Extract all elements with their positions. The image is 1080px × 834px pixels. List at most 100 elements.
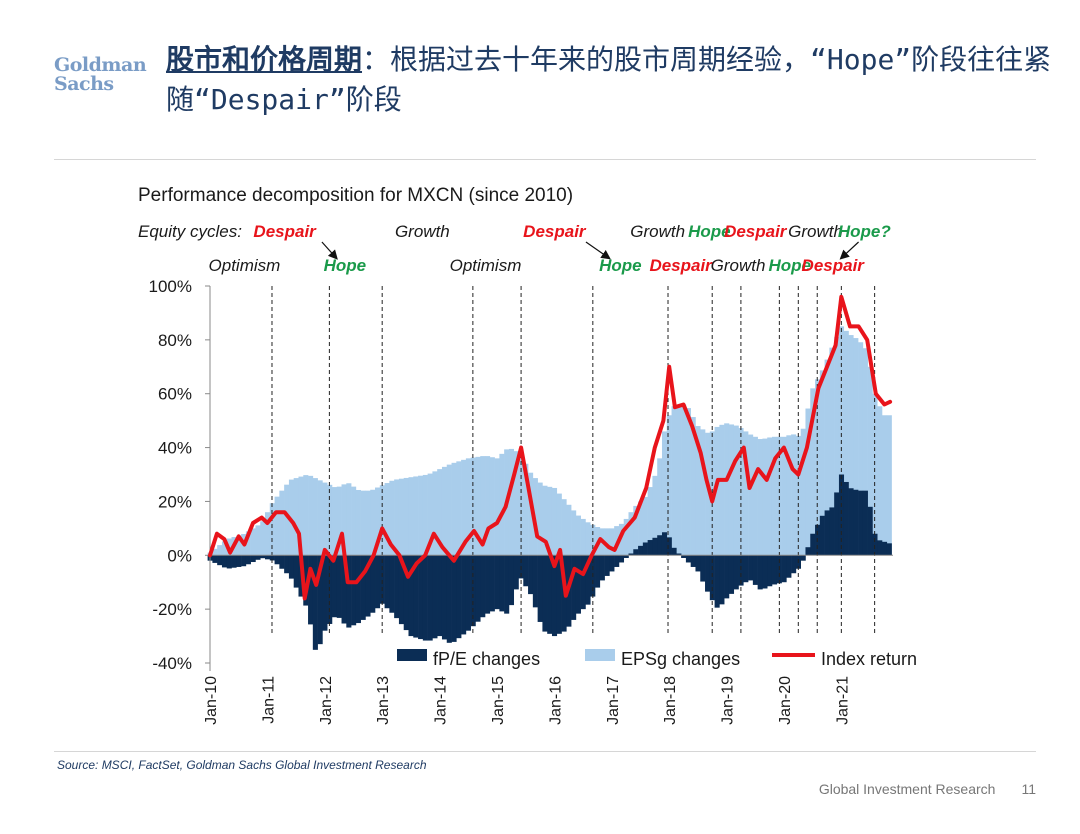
fpe-change-bar bbox=[633, 549, 639, 556]
fpe-change-bar bbox=[848, 488, 854, 556]
fpe-change-bar bbox=[231, 555, 237, 568]
y-tick-label: 0% bbox=[167, 546, 192, 565]
eps-change-bar bbox=[834, 336, 840, 556]
fpe-change-bar bbox=[422, 555, 428, 641]
eps-change-bar bbox=[422, 474, 428, 556]
fpe-change-bar bbox=[681, 555, 687, 558]
fpe-change-bar bbox=[872, 533, 878, 556]
fpe-change-bar bbox=[341, 555, 347, 624]
fpe-change-bar bbox=[762, 555, 768, 589]
eps-change-bar bbox=[489, 457, 495, 556]
eps-change-bar bbox=[714, 426, 720, 556]
fpe-change-bar bbox=[331, 555, 338, 618]
fpe-change-bar bbox=[580, 555, 586, 610]
fpe-change-bar bbox=[236, 555, 242, 567]
fpe-change-bar bbox=[829, 507, 835, 556]
x-tick-label: Jan-13 bbox=[375, 676, 392, 725]
fpe-change-bar bbox=[351, 555, 357, 626]
fpe-change-bar bbox=[791, 555, 797, 574]
cycle-phase-label: Optimism bbox=[209, 256, 281, 275]
eps-change-bar bbox=[217, 545, 223, 556]
eps-change-bar bbox=[322, 482, 328, 556]
fpe-change-bar bbox=[824, 510, 830, 556]
fpe-change-bar bbox=[379, 555, 385, 604]
x-tick-label: Jan-16 bbox=[547, 676, 564, 725]
fpe-change-bar bbox=[398, 555, 405, 625]
eps-change-bar bbox=[671, 406, 677, 556]
footer: Global Investment Research 11 bbox=[793, 781, 1036, 797]
fpe-change-bar bbox=[360, 555, 366, 620]
y-tick-label: 80% bbox=[158, 331, 192, 350]
eps-change-bar bbox=[508, 448, 515, 556]
eps-change-bar bbox=[370, 489, 376, 556]
eps-change-bar bbox=[571, 510, 577, 556]
fpe-change-bar bbox=[695, 555, 701, 572]
eps-change-bar bbox=[638, 501, 644, 556]
fpe-change-bar bbox=[647, 540, 653, 556]
fpe-change-bar bbox=[274, 555, 280, 565]
fpe-change-bar bbox=[513, 555, 519, 590]
eps-change-bar bbox=[341, 484, 347, 556]
eps-change-bar bbox=[446, 464, 452, 556]
eps-change-bar bbox=[403, 477, 409, 556]
eps-change-bar bbox=[547, 486, 553, 556]
eps-change-bar bbox=[437, 469, 443, 556]
fpe-change-bar bbox=[661, 532, 668, 556]
fpe-change-bar bbox=[843, 481, 849, 556]
footer-text: Global Investment Research bbox=[818, 781, 996, 797]
fpe-change-bar bbox=[853, 489, 859, 556]
eps-change-bar bbox=[523, 463, 529, 556]
fpe-change-bar bbox=[250, 555, 256, 563]
eps-change-bar bbox=[633, 505, 639, 556]
cycle-phase-label: Hope bbox=[688, 222, 731, 241]
eps-change-bar bbox=[623, 518, 629, 556]
fpe-change-bar bbox=[523, 555, 529, 587]
fpe-change-bar bbox=[480, 555, 486, 618]
fpe-change-bar bbox=[403, 555, 409, 631]
eps-change-bar bbox=[312, 478, 318, 556]
eps-change-bar bbox=[882, 415, 888, 556]
index-return-line bbox=[208, 294, 893, 601]
fpe-change-bar bbox=[858, 490, 864, 556]
fpe-change-bar bbox=[724, 555, 730, 599]
fpe-change-bar bbox=[733, 555, 739, 590]
eps-change-bar bbox=[795, 435, 801, 556]
fpe-change-bar bbox=[618, 555, 625, 563]
legend-label-fpe: fP/E changes bbox=[433, 649, 540, 669]
cycle-phase-label: Growth bbox=[788, 222, 843, 241]
eps-change-bar bbox=[551, 487, 558, 556]
fpe-change-bar bbox=[312, 555, 318, 650]
logo-line-2: Sachs bbox=[54, 73, 114, 95]
fpe-change-bar bbox=[494, 555, 500, 610]
cycle-phase-label: Despair bbox=[724, 222, 788, 241]
eps-change-bar bbox=[360, 490, 366, 556]
fpe-change-bar bbox=[623, 555, 629, 558]
fpe-change-bar bbox=[609, 555, 615, 572]
eps-change-bar bbox=[757, 439, 763, 556]
x-tick-label: Jan-11 bbox=[260, 676, 277, 724]
fpe-change-bar bbox=[288, 555, 294, 579]
eps-change-bar bbox=[293, 478, 299, 556]
eps-change-bar bbox=[872, 393, 878, 556]
fpe-change-bar bbox=[743, 555, 749, 583]
eps-change-bar bbox=[394, 479, 400, 556]
x-tick-label: Jan-21 bbox=[834, 676, 851, 725]
fpe-change-bar bbox=[556, 555, 562, 634]
eps-change-bar bbox=[461, 459, 467, 556]
fpe-change-bar bbox=[642, 542, 648, 556]
cycle-phase-label: Hope bbox=[768, 256, 811, 275]
fpe-change-bar bbox=[456, 555, 462, 639]
eps-change-bar bbox=[810, 388, 816, 556]
eps-change-bar bbox=[413, 476, 419, 556]
fpe-change-bar bbox=[614, 555, 620, 567]
fpe-change-bar bbox=[738, 555, 744, 586]
fpe-change-bar bbox=[212, 555, 218, 563]
x-tick-label: Jan-19 bbox=[720, 676, 737, 725]
fpe-change-bar bbox=[432, 555, 438, 639]
fpe-change-bar bbox=[748, 555, 754, 581]
fpe-change-bar bbox=[322, 555, 328, 631]
eps-change-bar bbox=[604, 528, 610, 556]
fpe-change-bar bbox=[245, 555, 251, 565]
fpe-change-bar bbox=[260, 555, 266, 559]
fpe-change-bar bbox=[226, 555, 232, 569]
